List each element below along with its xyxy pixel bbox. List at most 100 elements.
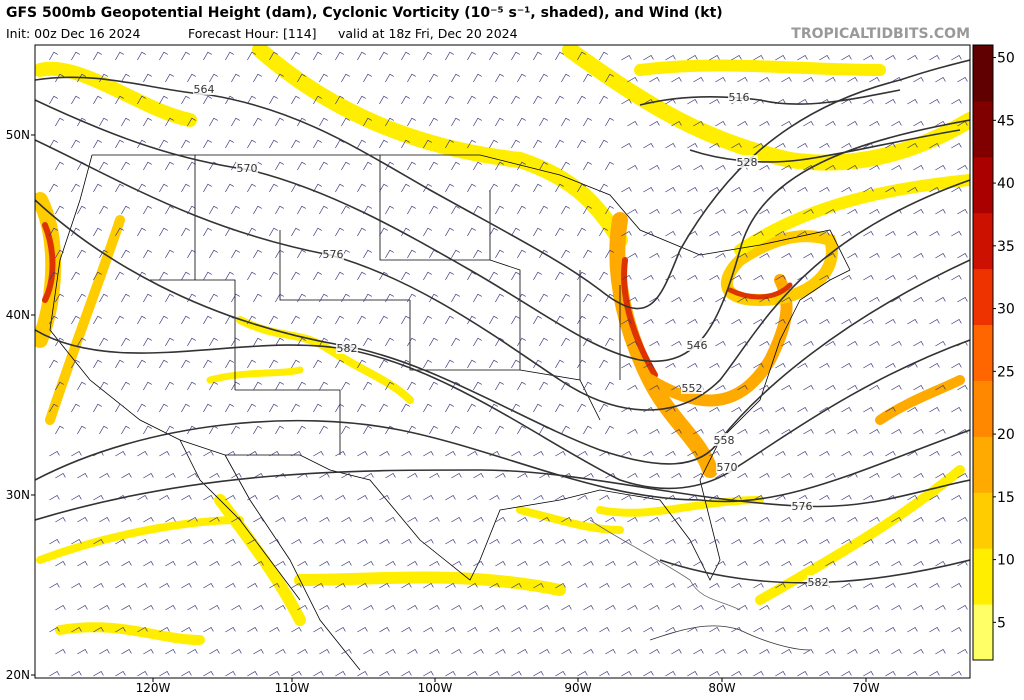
wind-barb <box>781 517 792 523</box>
wind-barb <box>401 183 410 193</box>
wind-barb <box>137 51 146 61</box>
wind-barb <box>803 561 814 567</box>
wind-barb <box>957 165 968 171</box>
wind-barb <box>885 319 896 325</box>
wind-barb <box>165 649 176 655</box>
wind-barb <box>753 627 764 633</box>
wind-barb <box>715 429 726 435</box>
wind-barb <box>671 121 682 127</box>
wind-barb <box>451 425 460 435</box>
contour-label: 576 <box>323 248 344 261</box>
wind-barb <box>121 205 130 215</box>
wind-barb <box>445 315 454 325</box>
contour-labels: 564 570 576 582 516 528 546 552 558 570 576 582 <box>193 82 829 589</box>
wind-barb <box>187 205 196 215</box>
wind-barb <box>599 139 608 149</box>
wind-barb <box>649 473 660 479</box>
wind-barb <box>627 253 638 259</box>
wind-barb <box>253 293 262 303</box>
wind-barb <box>181 495 192 501</box>
colorbar-tick-label: 35 <box>997 239 1015 255</box>
wind-barb <box>621 231 632 237</box>
wind-barb <box>489 359 498 369</box>
wind-barb <box>121 117 130 127</box>
wind-barb <box>555 451 566 457</box>
wind-barb <box>247 451 258 457</box>
wind-barb <box>99 337 108 347</box>
wind-barb <box>467 359 476 369</box>
wind-barb <box>869 649 880 655</box>
wind-barb <box>731 671 742 677</box>
wind-barb <box>247 315 256 325</box>
wind-barb <box>935 649 946 655</box>
wind-barb <box>467 671 478 677</box>
wind-barb <box>583 161 592 171</box>
wind-barb <box>885 671 896 677</box>
wind-barb <box>781 77 792 83</box>
wind-barb <box>869 385 880 391</box>
wind-barb <box>335 95 344 105</box>
wind-barb <box>99 249 108 259</box>
wind-barb <box>181 671 192 677</box>
wind-barb <box>247 627 258 633</box>
wind-barb <box>429 117 438 127</box>
wind-barb <box>561 337 570 347</box>
wind-barb <box>715 649 726 655</box>
wind-barb <box>291 403 300 413</box>
wind-barb <box>511 495 522 501</box>
wind-barb <box>599 95 608 105</box>
wind-barb <box>159 627 170 633</box>
wind-barb <box>137 451 148 457</box>
wind-barb <box>731 495 742 501</box>
wind-barb <box>605 161 614 171</box>
wind-barb <box>605 649 616 655</box>
wind-barb <box>357 539 368 545</box>
wind-barb <box>423 271 432 281</box>
wind-barb <box>819 495 830 501</box>
wind-barb <box>495 425 504 435</box>
wind-barb <box>341 117 350 127</box>
wind-barb <box>627 165 638 171</box>
wind-barb <box>599 183 608 193</box>
wind-barb <box>379 539 390 545</box>
wind-barb <box>313 627 324 633</box>
wind-barb <box>759 165 770 171</box>
wind-barb <box>275 561 286 567</box>
wind-barb <box>715 561 726 567</box>
wind-barb <box>71 315 80 325</box>
wind-barb <box>77 337 86 347</box>
wind-barb <box>891 121 902 127</box>
wind-barb <box>77 473 88 479</box>
wind-barb <box>517 517 528 523</box>
wind-barb <box>599 495 610 501</box>
wind-barb <box>253 605 264 611</box>
wind-barb <box>539 605 550 611</box>
wind-barb <box>363 117 372 127</box>
wind-barb <box>341 381 350 391</box>
wind-barb <box>49 671 60 677</box>
wind-barb <box>209 561 220 567</box>
wind-barb <box>77 517 88 523</box>
wind-barb <box>231 293 240 303</box>
wind-barb <box>885 539 896 545</box>
wind-barb <box>671 517 682 523</box>
wind-barb <box>209 649 220 655</box>
wind-barb <box>137 403 146 413</box>
wind-barb <box>737 77 748 83</box>
wind-barb <box>401 627 412 633</box>
wind-barb <box>363 473 374 479</box>
wind-barb <box>885 583 896 589</box>
wind-barb <box>847 605 858 611</box>
wind-barb <box>473 561 484 567</box>
wind-barb <box>187 473 198 479</box>
wind-barb <box>715 473 726 479</box>
contour-label: 552 <box>682 382 703 395</box>
wind-barb <box>775 275 786 281</box>
wind-barb <box>891 561 902 567</box>
wind-barb <box>275 249 284 259</box>
wind-barb <box>407 381 416 391</box>
wind-barb <box>165 205 174 215</box>
wind-barb <box>511 271 520 281</box>
contour-label-bg <box>193 82 215 95</box>
wind-barb <box>429 73 438 83</box>
